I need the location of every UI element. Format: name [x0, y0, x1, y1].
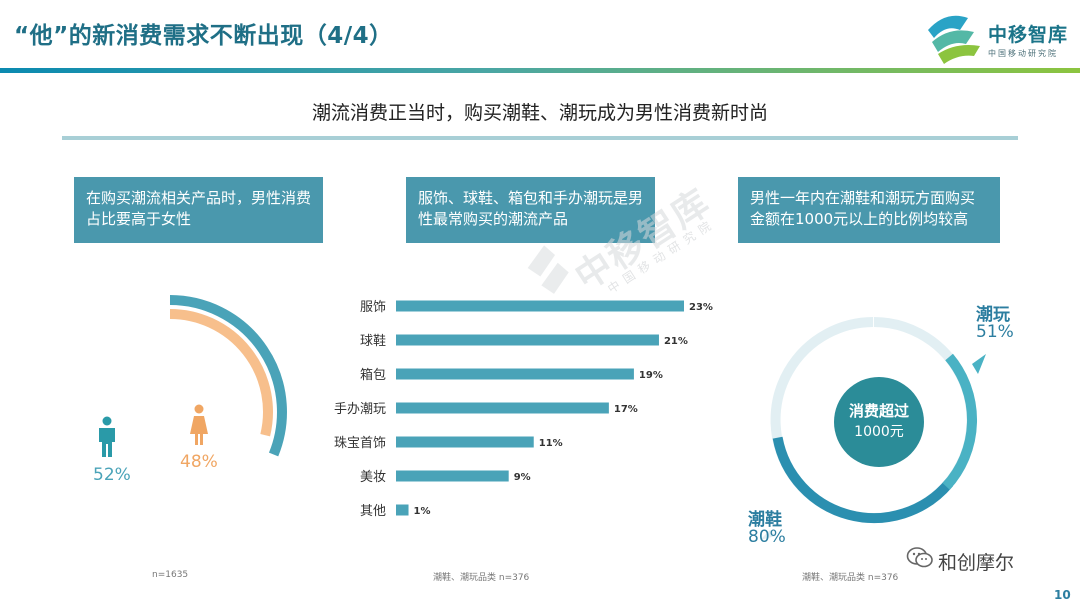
bar — [396, 368, 634, 380]
bar-value-label: 21% — [664, 336, 688, 347]
bar-category-label: 箱包 — [360, 367, 386, 383]
bar-category-label: 其他 — [360, 504, 386, 519]
shoes-label: 潮鞋 — [748, 510, 782, 530]
subtitle-rule — [62, 136, 1018, 140]
bar — [396, 436, 534, 448]
callout-products: 服饰、球鞋、箱包和手办潮玩是男性最常购买的潮流产品 — [406, 177, 655, 243]
page-title: “他”的新消费需求不断出现（4/4） — [14, 23, 393, 49]
ring-sample-note: 潮鞋、潮玩品类 n=376 — [802, 573, 899, 583]
wechat-icon — [906, 547, 933, 568]
bar-category-label: 美妆 — [360, 470, 386, 485]
gender-sample-note: n=1635 — [152, 570, 189, 580]
bar-value-label: 9% — [514, 472, 531, 483]
logo: 中移智库 中国移动研究院 — [924, 8, 1074, 66]
page-number: 10 — [1054, 588, 1071, 602]
product-bar-chart: 服饰 23% 球鞋 21% 箱包 19% 手办潮玩 17% 珠宝首饰 11% 美妆 9% 其他 1% — [334, 300, 713, 519]
bar — [396, 402, 609, 414]
shoes-share-arc — [772, 436, 953, 523]
logo-name: 中移智库 — [988, 24, 1069, 46]
bar-category-label: 珠宝首饰 — [334, 436, 386, 451]
bar-category-label: 手办潮玩 — [334, 402, 386, 417]
header-divider — [0, 68, 1080, 73]
slide-subtitle: 潮流消费正当时，购买潮鞋、潮玩成为男性消费新时尚 — [311, 102, 768, 124]
ring-pointer-bottom — [760, 530, 776, 540]
bar-category-label: 球鞋 — [360, 333, 386, 349]
female-share-arc — [169, 309, 273, 437]
center-badge: 消费超过 1000元 — [834, 377, 924, 467]
bar — [396, 504, 409, 516]
female-percentage: 48% — [180, 452, 218, 472]
bar-value-label: 23% — [689, 302, 713, 313]
bar-value-label: 19% — [639, 370, 663, 381]
male-percentage: 52% — [93, 465, 131, 485]
bar — [396, 470, 509, 482]
logo-mark-icon — [928, 15, 980, 64]
center-badge-line2: 1000元 — [854, 424, 904, 440]
gender-donut-chart — [169, 295, 287, 457]
bar — [396, 334, 659, 346]
logo-subtitle: 中国移动研究院 — [988, 49, 1058, 58]
bar-sample-note: 潮鞋、潮玩品类 n=376 — [433, 573, 530, 583]
toys-label: 潮玩 — [976, 305, 1010, 325]
toys-share-arc — [942, 353, 978, 490]
bar-value-label: 1% — [414, 506, 431, 517]
bar-value-label: 11% — [539, 438, 563, 449]
male-share-arc — [169, 295, 287, 457]
shoes-percentage: 80% — [748, 527, 786, 547]
wechat-account-name: 和创摩尔 — [938, 552, 1015, 574]
callout-spending: 男性一年内在潮鞋和潮玩方面购买金额在1000元以上的比例均较高 — [738, 177, 1000, 243]
bar-category-label: 服饰 — [360, 300, 386, 315]
female-person-icon — [190, 404, 208, 445]
callout-gender: 在购买潮流相关产品时，男性消费占比要高于女性 — [74, 177, 323, 243]
bar-value-label: 17% — [614, 404, 638, 415]
purchase-ring-chart — [760, 317, 986, 540]
bar — [396, 300, 684, 312]
male-person-icon — [99, 416, 115, 457]
center-badge-line1: 消费超过 — [848, 402, 909, 420]
ring-pointer-top — [972, 354, 986, 374]
toys-percentage: 51% — [976, 322, 1014, 342]
